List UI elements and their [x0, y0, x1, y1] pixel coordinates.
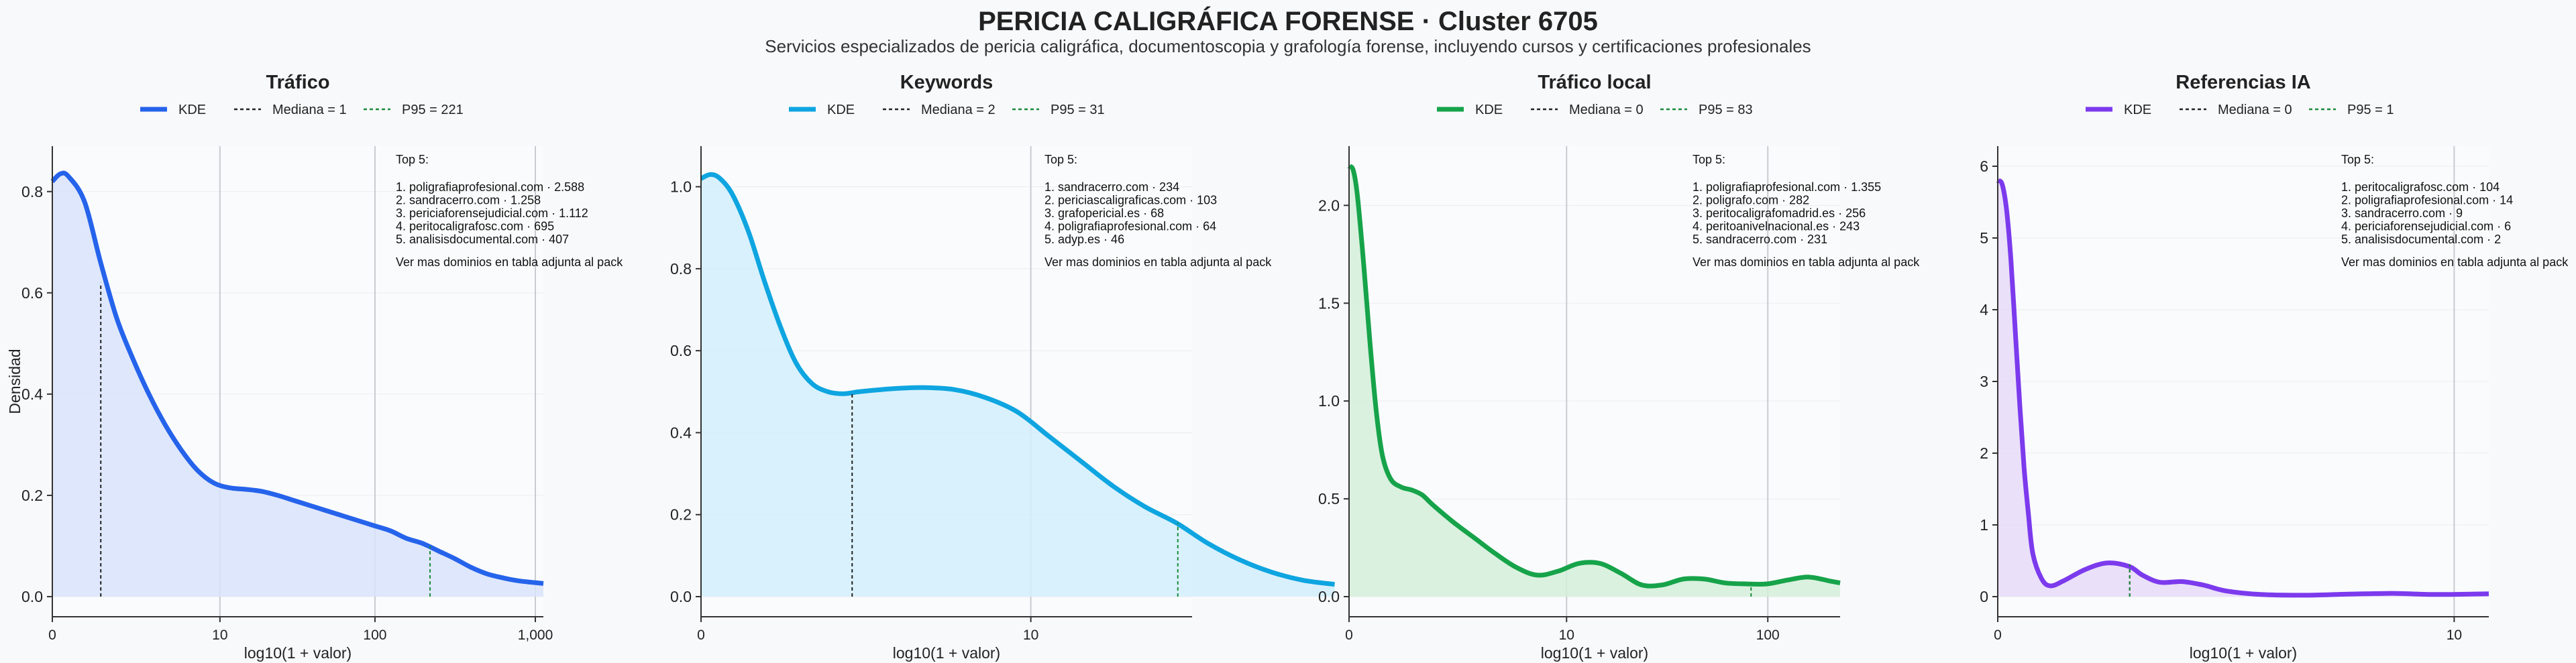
legend-kde-label: KDE	[2124, 103, 2151, 117]
y-tick-label: 0.8	[670, 260, 692, 278]
chart-title: Tráfico local	[1538, 72, 1651, 93]
top5-title: Top 5:	[1693, 153, 1725, 166]
kde-line	[50, 170, 544, 586]
kde-line	[1996, 178, 2489, 598]
y-tick-label: 0.6	[670, 342, 692, 359]
x-tick-label: 10	[1023, 627, 1038, 643]
legend-median-label: Mediana = 2	[921, 103, 996, 117]
y-tick-label: 2.0	[1318, 196, 1340, 214]
y-tick-label: 2	[1980, 444, 1988, 462]
x-tick-label: 0	[697, 627, 705, 643]
y-tick-label: 3	[1980, 373, 1988, 390]
page-subtitle: Servicios especializados de pericia cali…	[765, 36, 1811, 56]
top5-item: 3. peritocaligrafomadrid.es · 256	[1693, 206, 1866, 220]
legend-median-label: Mediana = 0	[1569, 103, 1644, 117]
top5-item: 1. peritocaligrafosc.com · 104	[2341, 180, 2500, 194]
kde-area	[1349, 166, 1840, 597]
y-tick-label: 1	[1980, 516, 1988, 534]
top5-item: 4. periciaforensejudicial.com · 6	[2341, 220, 2511, 233]
chart-title: Tráfico	[266, 72, 329, 93]
top5-item: 3. grafopericial.es · 68	[1044, 206, 1164, 220]
top5-item: 2. periciascaligraficas.com · 103	[1044, 194, 1217, 207]
y-tick-label: 0.0	[1318, 588, 1340, 605]
x-tick-label: 10	[1559, 627, 1574, 643]
top5-item: 2. poligrafiaprofesional.com · 14	[2341, 194, 2513, 207]
top5-item: 3. periciaforensejudicial.com · 1.112	[396, 206, 588, 220]
top5-item: 1. sandracerro.com · 234	[1044, 180, 1179, 194]
top5-item: 5. analisisdocumental.com · 2	[2341, 233, 2501, 246]
top5-item: 1. poligrafiaprofesional.com · 1.355	[1693, 180, 1881, 194]
chart-panel-1: Tráfico KDE Mediana = 1 P95 = 221 0.0 0.2 0.4 0…	[6, 72, 623, 662]
x-tick-label: 100	[1756, 627, 1780, 643]
y-tick-label: 4	[1980, 301, 1988, 318]
top5-note: Ver mas dominios en tabla adjunta al pac…	[1044, 255, 1272, 269]
top5-note: Ver mas dominios en tabla adjunta al pac…	[1693, 255, 1920, 269]
legend-kde-label: KDE	[827, 103, 855, 117]
y-tick-label: 0.2	[21, 487, 43, 504]
top5-item: 2. sandracerro.com · 1.258	[396, 194, 541, 207]
kde-area	[701, 174, 1335, 597]
y-tick-label: 0.4	[670, 424, 692, 441]
top5-item: 4. peritocaligrafosc.com · 695	[396, 220, 554, 233]
x-tick-label: 0	[48, 627, 56, 643]
top5-note: Ver mas dominios en tabla adjunta al pac…	[2341, 255, 2569, 269]
x-tick-label: 100	[363, 627, 386, 643]
x-axis-label: log10(1 + valor)	[244, 644, 352, 662]
y-axis-label: Densidad	[6, 349, 23, 414]
x-tick-label: 10	[212, 627, 227, 643]
top5-item: 3. sandracerro.com · 9	[2341, 206, 2463, 220]
top5-item: 4. peritoanivelnacional.es · 243	[1693, 220, 1860, 233]
chart-panel-3: Tráfico local KDE Mediana = 0 P95 = 83 0.0 0.…	[1318, 72, 1920, 662]
legend-p95-label: P95 = 221	[402, 103, 464, 117]
legend-median-label: Mediana = 0	[2218, 103, 2292, 117]
x-tick-label: 0	[1345, 627, 1353, 643]
chart-title: Referencias IA	[2176, 72, 2311, 93]
x-tick-label: 0	[1994, 627, 2002, 643]
top5-item: 5. sandracerro.com · 231	[1693, 233, 1827, 246]
top5-item: 4. poligrafiaprofesional.com · 64	[1044, 220, 1216, 233]
y-tick-label: 6	[1980, 158, 1988, 175]
y-tick-label: 1.0	[1318, 392, 1340, 410]
kde-line	[1347, 164, 1841, 589]
y-tick-label: 0.5	[1318, 490, 1340, 507]
y-tick-label: 0.8	[21, 183, 43, 200]
top5-item: 5. adyp.es · 46	[1044, 233, 1124, 246]
x-axis-label: log10(1 + valor)	[2190, 644, 2297, 662]
y-tick-label: 1.0	[670, 178, 692, 196]
y-tick-label: 5	[1980, 229, 1988, 247]
top5-note: Ver mas dominios en tabla adjunta al pac…	[396, 255, 623, 269]
top5-title: Top 5:	[2341, 153, 2374, 166]
legend-kde-label: KDE	[1475, 103, 1503, 117]
kde-area	[52, 173, 543, 597]
y-tick-label: 0.2	[670, 506, 692, 524]
x-tick-label: 10	[2447, 627, 2462, 643]
legend-p95-label: P95 = 31	[1051, 103, 1105, 117]
top5-title: Top 5:	[396, 153, 429, 166]
kde-line	[700, 172, 1335, 587]
top5-title: Top 5:	[1044, 153, 1077, 166]
y-tick-label: 0.6	[21, 284, 43, 302]
chart-panel-2: Keywords KDE Mediana = 2 P95 = 31 0.0 0.2 0.4 0…	[670, 72, 1335, 662]
top5-item: 5. analisisdocumental.com · 407	[396, 233, 569, 246]
chart-panel-4: Referencias IA KDE Mediana = 0 P95 = 1 0 1 2 3 4…	[1980, 72, 2569, 662]
x-axis-label: log10(1 + valor)	[893, 644, 1000, 662]
top5-item: 2. poligrafo.com · 282	[1693, 194, 1809, 207]
y-tick-label: 1.5	[1318, 294, 1340, 312]
y-tick-label: 0.0	[670, 588, 692, 605]
x-tick-label: 1,000	[518, 627, 553, 643]
top5-item: 1. poligrafiaprofesional.com · 2.588	[396, 180, 584, 194]
y-tick-label: 0	[1980, 588, 1988, 605]
page-title: PERICIA CALIGRÁFICA FORENSE · Cluster 67…	[978, 7, 1598, 36]
x-axis-label: log10(1 + valor)	[1541, 644, 1648, 662]
legend-kde-label: KDE	[178, 103, 206, 117]
y-tick-label: 0.0	[21, 588, 43, 605]
legend-p95-label: P95 = 1	[2347, 103, 2394, 117]
y-tick-label: 0.4	[21, 385, 43, 403]
legend-median-label: Mediana = 1	[272, 103, 347, 117]
chart-title: Keywords	[900, 72, 994, 93]
legend-p95-label: P95 = 83	[1699, 103, 1753, 117]
